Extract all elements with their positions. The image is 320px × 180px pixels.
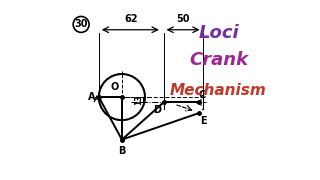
Text: 13: 13 [134, 94, 143, 105]
Text: D: D [153, 105, 161, 115]
Text: C: C [198, 90, 205, 100]
Text: 30: 30 [74, 19, 88, 29]
Text: B: B [118, 146, 125, 156]
Text: Mechanism: Mechanism [170, 82, 267, 98]
Text: O: O [111, 82, 119, 92]
Text: 62: 62 [124, 14, 138, 24]
Text: E: E [200, 116, 206, 126]
Text: Crank: Crank [189, 51, 248, 69]
Text: 50: 50 [176, 14, 190, 24]
Text: A: A [88, 92, 95, 102]
Text: Loci: Loci [198, 24, 239, 42]
